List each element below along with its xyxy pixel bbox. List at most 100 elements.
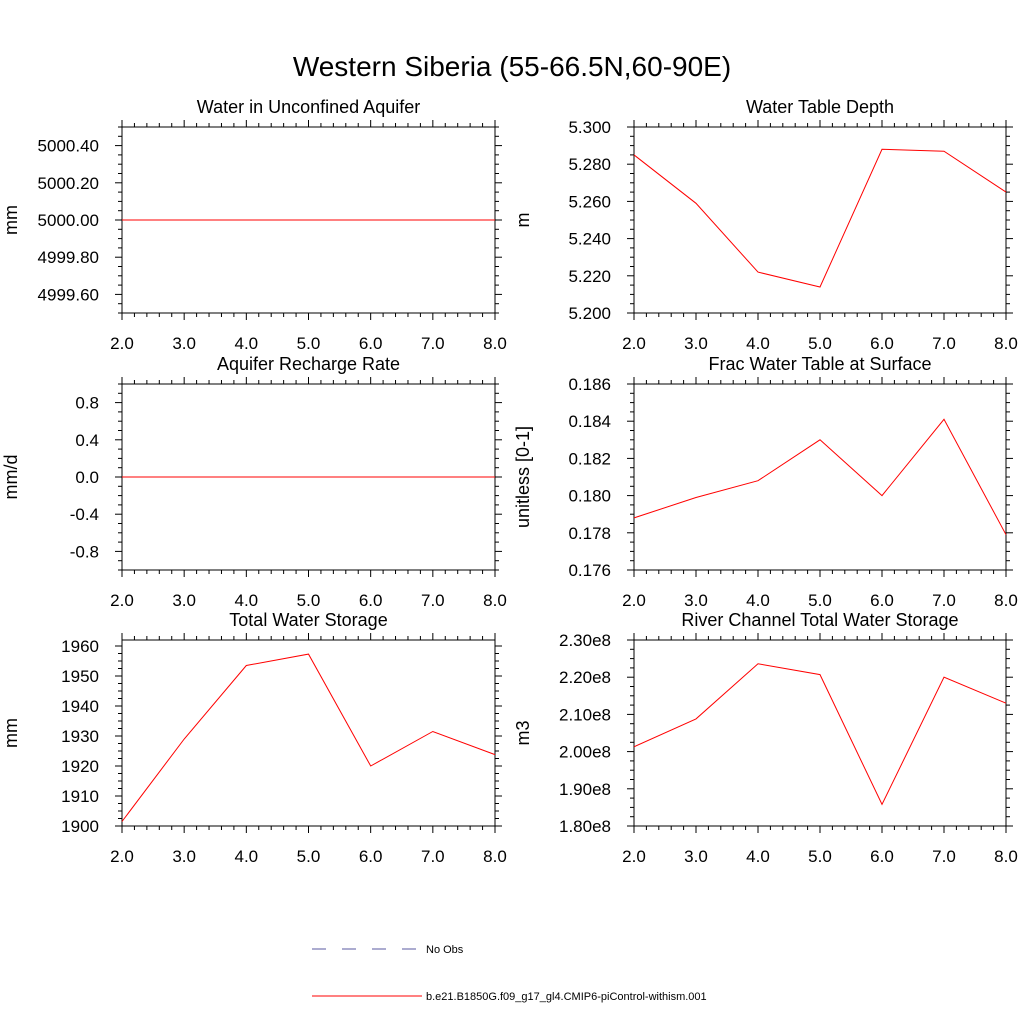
panel-1: Water in Unconfined Aquifer 2.0 3.0 4.0 5.0 6…: [1, 97, 507, 353]
y-tick-label: 1900: [61, 817, 99, 836]
x-tick-label: 8.0: [483, 847, 507, 866]
y-tick-label: 2.10e8: [559, 705, 611, 724]
y-tick-label: -0.4: [70, 505, 99, 524]
x-tick-label: 4.0: [235, 591, 259, 610]
panel-5: Total Water Storage 2.0 3.0 4.0 5.0 6.0 7.0 8.0…: [1, 610, 507, 866]
x-tick-label: 3.0: [684, 847, 708, 866]
x-tick-label: 6.0: [359, 591, 383, 610]
y-tick-label: 1.90e8: [559, 780, 611, 799]
series-line: [633, 148, 1007, 288]
y-tick-label: -0.8: [70, 542, 99, 561]
y-tick-label: 0.8: [75, 394, 99, 413]
y-tick-label: 5.300: [568, 118, 611, 137]
x-tick-label: 6.0: [359, 334, 383, 353]
x-tick-label: 8.0: [994, 334, 1018, 353]
x-tick-label: 7.0: [932, 847, 956, 866]
y-axis-label: unitless [0-1]: [513, 426, 533, 528]
plot-frame: [121, 639, 496, 827]
x-tick-label: 4.0: [746, 591, 770, 610]
y-tick-label: 2.20e8: [559, 668, 611, 687]
y-tick-label: 1920: [61, 757, 99, 776]
legend-label-no-obs: No Obs: [426, 944, 464, 956]
y-tick-label: 0.182: [568, 449, 611, 468]
panel-title: Water in Unconfined Aquifer: [197, 97, 420, 117]
y-tick-label: 5.220: [568, 267, 611, 286]
y-tick-label: 0.178: [568, 524, 611, 543]
panel-title: Water Table Depth: [746, 97, 894, 117]
series-line: [121, 653, 496, 822]
x-tick-label: 4.0: [235, 334, 259, 353]
x-tick-label: 3.0: [684, 591, 708, 610]
x-tick-label: 2.0: [622, 334, 646, 353]
legend: No Obs b.e21.B1850G.f09_g17_gl4.CMIP6-pi…: [312, 944, 707, 1003]
y-tick-label: 2.30e8: [559, 631, 611, 650]
y-tick-label: 0.176: [568, 561, 611, 580]
x-tick-label: 2.0: [622, 847, 646, 866]
figure-title: Western Siberia (55-66.5N,60-90E): [293, 51, 731, 82]
x-tick-label: 6.0: [870, 591, 894, 610]
series-line: [633, 418, 1007, 535]
x-tick-label: 2.0: [110, 847, 134, 866]
x-tick-label: 2.0: [622, 591, 646, 610]
x-tick-label: 6.0: [359, 847, 383, 866]
y-tick-label: 0.180: [568, 487, 611, 506]
x-tick-label: 3.0: [684, 334, 708, 353]
panel-6: River Channel Total Water Storage 2.0 3.0 4…: [513, 610, 1018, 866]
y-tick-label: 1940: [61, 697, 99, 716]
y-tick-label: 0.4: [75, 431, 99, 450]
y-tick-label: 5000.20: [38, 174, 99, 193]
x-tick-label: 7.0: [421, 334, 445, 353]
y-tick-label: 5.200: [568, 304, 611, 323]
plot-frame: [633, 383, 1007, 571]
y-tick-label: 5000.00: [38, 211, 99, 230]
x-tick-label: 2.0: [110, 334, 134, 353]
y-tick-label: 5.240: [568, 230, 611, 249]
x-tick-label: 6.0: [870, 334, 894, 353]
panel-title: Aquifer Recharge Rate: [217, 354, 400, 374]
y-axis-label: m: [513, 213, 533, 228]
panel-title: Total Water Storage: [229, 610, 387, 630]
x-tick-label: 5.0: [297, 847, 321, 866]
x-tick-label: 5.0: [808, 847, 832, 866]
y-tick-label: 1.80e8: [559, 817, 611, 836]
y-tick-label: 4999.80: [38, 248, 99, 267]
series-line: [633, 663, 1007, 806]
x-tick-label: 4.0: [235, 847, 259, 866]
y-tick-label: 1910: [61, 787, 99, 806]
y-tick-label: 0.0: [75, 468, 99, 487]
x-tick-label: 3.0: [172, 591, 196, 610]
x-tick-label: 7.0: [932, 591, 956, 610]
x-tick-label: 5.0: [297, 591, 321, 610]
y-tick-label: 4999.60: [38, 285, 99, 304]
y-axis-label: mm: [1, 718, 21, 748]
x-tick-label: 7.0: [421, 591, 445, 610]
x-tick-label: 6.0: [870, 847, 894, 866]
x-tick-label: 8.0: [483, 591, 507, 610]
x-tick-label: 3.0: [172, 847, 196, 866]
legend-label-model: b.e21.B1850G.f09_g17_gl4.CMIP6-piControl…: [426, 991, 707, 1003]
y-tick-label: 2.00e8: [559, 743, 611, 762]
y-tick-label: 0.184: [568, 412, 611, 431]
x-tick-label: 8.0: [483, 334, 507, 353]
y-tick-label: 1950: [61, 667, 99, 686]
x-tick-label: 5.0: [297, 334, 321, 353]
x-tick-label: 5.0: [808, 334, 832, 353]
y-axis-label: mm/d: [1, 455, 21, 500]
y-tick-label: 5.280: [568, 155, 611, 174]
x-tick-label: 4.0: [746, 847, 770, 866]
y-axis-label: mm: [1, 205, 21, 235]
x-tick-label: 7.0: [421, 847, 445, 866]
plot-frame: [633, 639, 1007, 827]
y-tick-label: 1960: [61, 637, 99, 656]
x-tick-label: 3.0: [172, 334, 196, 353]
panel-3: Aquifer Recharge Rate 2.0 3.0 4.0 5.0 6.0 7.0 8…: [1, 354, 507, 610]
x-tick-label: 4.0: [746, 334, 770, 353]
panel-title: River Channel Total Water Storage: [681, 610, 958, 630]
x-tick-label: 2.0: [110, 591, 134, 610]
x-tick-label: 5.0: [808, 591, 832, 610]
x-tick-label: 8.0: [994, 591, 1018, 610]
x-tick-label: 8.0: [994, 847, 1018, 866]
panel-title: Frac Water Table at Surface: [708, 354, 931, 374]
